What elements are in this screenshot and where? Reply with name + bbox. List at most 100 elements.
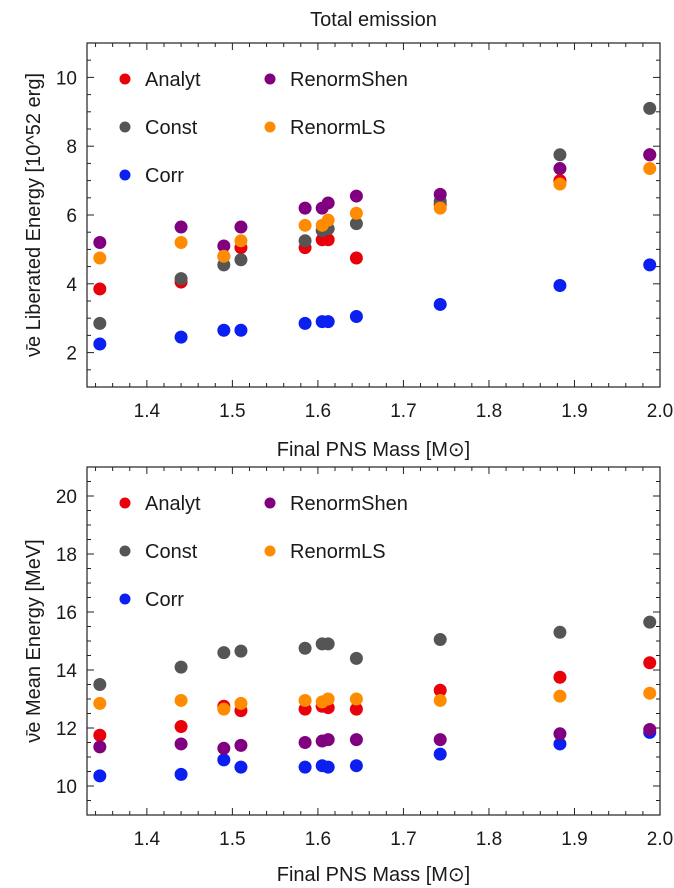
data-point-const: [234, 253, 248, 267]
data-point-renormshen: [349, 733, 363, 747]
x-tick-label: 1.7: [390, 401, 416, 422]
data-point-renormls: [217, 249, 231, 263]
legend-label-corr: Corr: [145, 165, 184, 187]
series-corr: [93, 725, 657, 783]
data-point-renormls: [433, 693, 447, 707]
x-axis-label: Final PNS Mass [M⊙]: [277, 439, 470, 461]
series-corr: [93, 258, 657, 351]
x-tick-label: 1.4: [134, 829, 161, 850]
x-tick-label: 2.0: [647, 829, 673, 850]
x-tick-label: 1.8: [476, 829, 502, 850]
data-point-const: [174, 660, 188, 674]
data-point-renormshen: [433, 187, 447, 201]
y-tick-label: 10: [56, 777, 77, 798]
data-point-const: [93, 678, 107, 691]
data-point-renormshen: [217, 741, 231, 755]
data-point-analyt: [321, 233, 335, 247]
data-point-renormshen: [349, 189, 363, 203]
series-renormls: [93, 686, 657, 716]
data-point-corr: [433, 297, 447, 311]
x-tick-label: 1.8: [476, 401, 502, 422]
data-point-renormls: [174, 236, 188, 250]
data-point-corr: [234, 323, 248, 337]
data-point-const: [217, 646, 231, 660]
data-point-const: [553, 148, 567, 162]
data-point-renormshen: [93, 740, 107, 754]
data-point-renormls: [234, 696, 248, 710]
series-const: [93, 615, 657, 691]
data-point-renormls: [174, 693, 188, 707]
data-point-const: [174, 272, 188, 286]
data-point-const: [321, 637, 335, 651]
data-point-analyt: [643, 656, 657, 670]
data-point-const: [433, 633, 447, 647]
data-point-renormshen: [321, 733, 335, 747]
legend-marker-const: [119, 545, 131, 557]
data-point-renormls: [349, 206, 363, 220]
data-point-renormls: [93, 251, 107, 265]
y-tick-label: 10: [56, 68, 77, 89]
y-tick-label: 16: [56, 603, 77, 624]
x-tick-label: 2.0: [647, 401, 673, 422]
data-point-renormls: [217, 702, 231, 716]
data-point-const: [643, 615, 657, 629]
y-tick-label: 18: [56, 545, 77, 566]
x-tick-label: 1.9: [561, 401, 587, 422]
y-axis-label: ν̄e Liberated Energy [10^52 erg]: [23, 73, 45, 357]
data-point-renormls: [433, 201, 447, 215]
data-point-renormls: [234, 234, 248, 248]
data-point-corr: [321, 760, 335, 774]
data-point-renormls: [553, 177, 567, 191]
x-tick-label: 1.6: [305, 829, 331, 850]
data-point-corr: [349, 759, 363, 773]
data-point-renormshen: [643, 722, 657, 736]
y-tick-label: 8: [66, 137, 77, 158]
data-point-renormls: [298, 218, 312, 232]
data-point-corr: [321, 315, 335, 329]
data-point-renormshen: [234, 738, 248, 752]
legend-label-renormls: RenormLS: [290, 541, 386, 563]
data-point-renormshen: [298, 736, 312, 749]
data-point-corr: [553, 737, 567, 751]
legend-marker-corr: [119, 169, 131, 181]
panel-mean-energy: 1.4 1.5 1.6 1.7 1.8 1.9 2.0 10 12 14 16 18 20 Final P…: [23, 466, 673, 886]
legend-marker-const: [119, 121, 131, 133]
x-axis-label: Final PNS Mass [M⊙]: [277, 864, 470, 886]
chart-title: Total emission: [310, 9, 437, 31]
data-point-renormls: [321, 692, 335, 706]
data-point-const: [234, 644, 248, 658]
data-point-analyt: [349, 251, 363, 265]
data-point-renormshen: [553, 162, 567, 176]
data-point-renormshen: [93, 236, 107, 250]
legend: Analyt Const Corr RenormShen RenormLS: [119, 69, 408, 187]
data-point-corr: [234, 760, 248, 774]
data-point-const: [553, 625, 567, 639]
legend-marker-renormshen: [264, 497, 276, 509]
legend-marker-analyt: [119, 73, 131, 85]
legend-marker-renormls: [264, 121, 276, 133]
series-analyt: [93, 656, 657, 742]
data-point-analyt: [433, 683, 447, 697]
plot-frame: [86, 466, 661, 816]
legend-marker-renormshen: [264, 73, 276, 85]
data-point-const: [298, 234, 312, 248]
legend-label-renormshen: RenormShen: [290, 493, 408, 515]
plot-frame: [86, 42, 661, 388]
data-point-renormls: [93, 696, 107, 710]
data-point-renormshen: [174, 220, 188, 234]
data-point-analyt: [93, 282, 107, 296]
legend-marker-renormls: [264, 545, 276, 557]
data-point-analyt: [553, 670, 567, 684]
legend-label-const: Const: [145, 541, 198, 563]
data-point-renormshen: [174, 737, 188, 751]
legend: Analyt Const Corr RenormShen RenormLS: [119, 493, 408, 611]
y-tick-label: 14: [56, 661, 78, 682]
series-renormshen: [93, 722, 657, 755]
legend-label-const: Const: [145, 117, 198, 139]
y-axis-label: ν̄e Mean Energy [MeV]: [23, 539, 45, 742]
data-point-corr: [93, 769, 107, 783]
data-point-corr: [93, 337, 107, 351]
y-tick-label: 12: [56, 719, 77, 740]
data-point-renormshen: [433, 733, 447, 747]
